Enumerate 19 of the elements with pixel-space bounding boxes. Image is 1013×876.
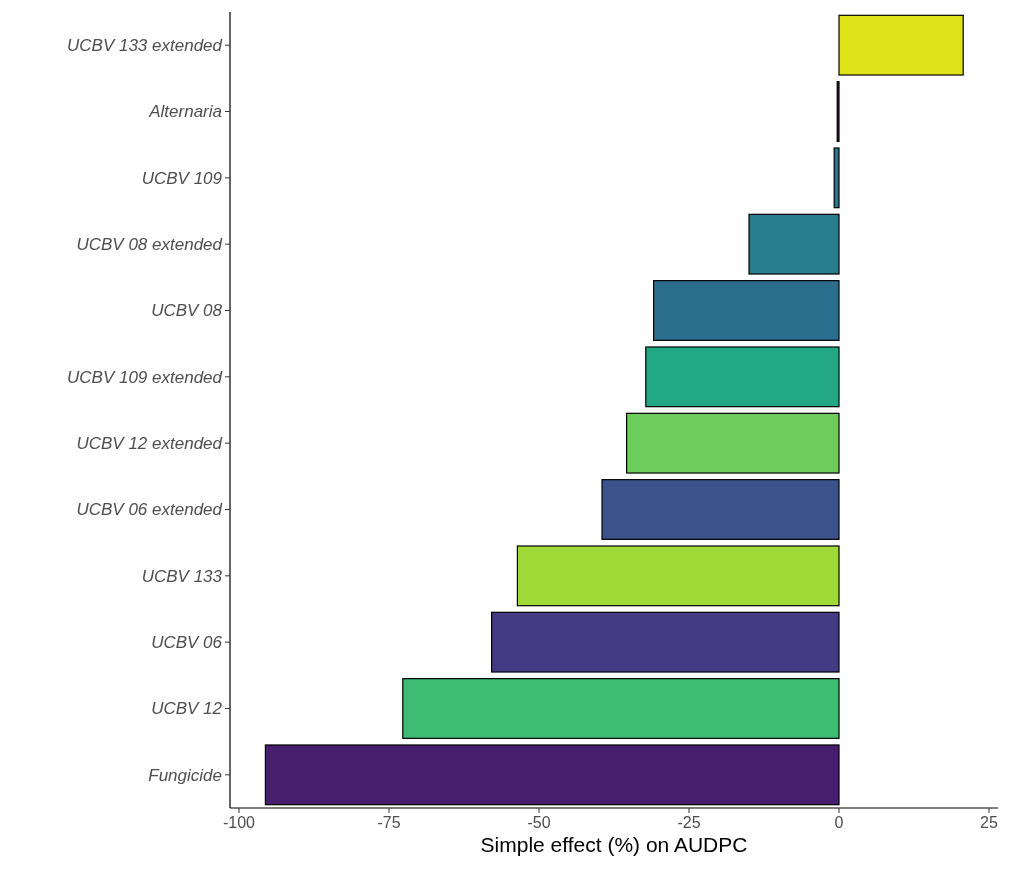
y-tick-label: UCBV 109 extended (67, 367, 223, 387)
x-tick-label: 25 (980, 814, 998, 831)
y-tick-label: Fungicide (148, 765, 222, 785)
y-tick-label: UCBV 06 (151, 633, 223, 653)
x-tick-label: -50 (527, 814, 551, 831)
y-tick-label: UCBV 08 (151, 301, 223, 321)
y-tick-label: UCBV 08 extended (76, 235, 223, 255)
x-tick-label: -25 (677, 814, 701, 831)
y-tick-label: UCBV 06 extended (76, 500, 223, 520)
y-tick-label: UCBV 12 (151, 699, 223, 719)
x-tick-label: -75 (377, 814, 401, 831)
x-tick-label: 0 (834, 814, 844, 831)
y-tick-label: UCBV 109 (141, 168, 223, 188)
y-tick-label: UCBV 12 extended (76, 434, 223, 454)
y-tick-label: UCBV 133 (141, 566, 223, 586)
x-axis-title: Simple effect (%) on AUDPC (480, 833, 748, 856)
y-tick-label: UCBV 133 extended (67, 36, 223, 56)
y-tick-label: Alternaria (148, 102, 222, 122)
x-tick-label: -100 (222, 814, 256, 831)
